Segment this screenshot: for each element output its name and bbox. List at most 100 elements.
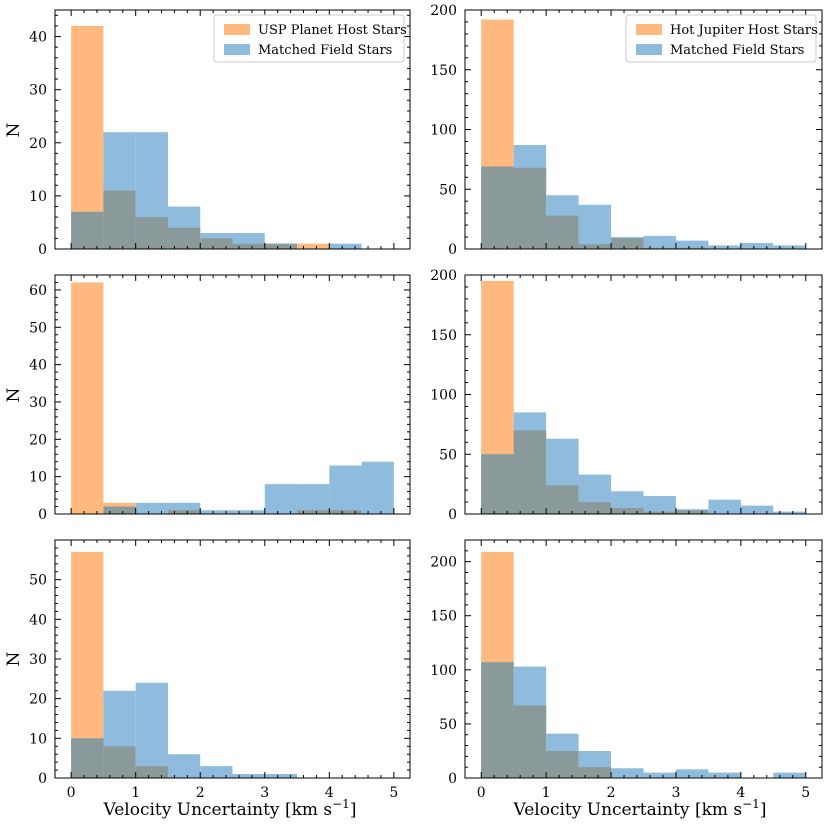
legend-label-field: Matched Field Stars [670, 43, 804, 58]
y-tick-label-150: 150 [430, 63, 457, 79]
bar-overlap-0.5-1 [513, 705, 547, 778]
bar-field-3.5-4 [708, 772, 741, 778]
bar-field-4.5-5 [361, 461, 394, 514]
bar-field-3-3.5 [675, 769, 709, 778]
bar-overlap-0.5-1 [513, 430, 547, 514]
bar-field-1-1.5 [135, 502, 168, 514]
bar-field-2-2.5 [200, 510, 233, 514]
bar-overlap-2.5-3 [643, 511, 676, 514]
bar-overlap-2-2.5 [611, 508, 644, 514]
x-axis-label-left-sup: −1 [332, 797, 350, 811]
y-tick-label-200: 200 [430, 268, 457, 284]
x-tick-label-0: 0 [477, 785, 486, 801]
y-tick-label-150: 150 [430, 609, 457, 625]
bar-field-2.5-3 [643, 772, 676, 778]
x-tick-label-2: 2 [607, 785, 616, 801]
bar-field-1.5-2 [167, 754, 201, 778]
bar-overlap-0.5-1 [103, 190, 136, 249]
bar-field-1.5-2 [578, 204, 612, 249]
y-tick-label-50: 50 [439, 182, 457, 198]
bar-field-4-4.5 [329, 465, 362, 514]
bar-field-1.5-2 [167, 502, 201, 514]
y-tick-label-200: 200 [430, 555, 457, 571]
bar-host-0-0.5 [71, 282, 104, 514]
bar-host-3.5-4 [297, 243, 330, 249]
bar-overlap-3.5-4 [297, 510, 330, 514]
x-axis-label-left-text: Velocity Uncertainty [km s [103, 800, 333, 820]
bar-overlap-0.5-1 [513, 167, 547, 249]
bar-field-3-3.5 [264, 484, 298, 514]
x-axis-label-right-sup: −1 [742, 797, 760, 811]
y-tick-label-0: 0 [448, 507, 457, 523]
panel-bottom-right: 0 50 100 150 200 0 1 2 3 4 5 [430, 539, 823, 801]
bar-overlap-0-0.5 [481, 166, 514, 249]
bar-field-4-4.5 [740, 243, 774, 249]
bar-overlap-1-1.5 [546, 485, 579, 514]
bar-overlap-2-2.5 [200, 238, 233, 249]
bar-field-4.5-5 [773, 511, 806, 514]
bar-field-3.5-4 [297, 484, 330, 514]
x-tick-label-5: 5 [389, 785, 398, 801]
x-tick-label-4: 4 [325, 785, 334, 801]
panel-middle-left: 0 10 20 30 40 50 60 [29, 274, 411, 523]
bar-field-2-2.5 [200, 766, 233, 778]
bar-overlap-1.5-2 [578, 767, 612, 778]
y-tick-label-20: 20 [29, 136, 47, 152]
x-tick-label-1: 1 [542, 785, 551, 801]
bar-overlap-2-2.5 [611, 238, 644, 249]
y-tick-label-20: 20 [29, 692, 47, 708]
x-axis-label-right: Velocity Uncertainty [km s−1] [513, 797, 767, 820]
legend-swatch-field [636, 44, 662, 55]
bar-overlap-0.5-1 [103, 746, 136, 778]
bar-field-4-4.5 [740, 505, 774, 514]
x-tick-label-1: 1 [131, 785, 140, 801]
legend-box [625, 14, 817, 63]
y-tick-label-40: 40 [29, 612, 47, 628]
bar-overlap-2.5-3 [643, 247, 676, 249]
bar-overlap-2.5-3 [232, 243, 265, 249]
y-tick-label-10: 10 [29, 731, 47, 747]
bar-overlap-1-1.5 [546, 750, 579, 778]
legend-box [213, 14, 405, 63]
x-axis-label-right-text: Velocity Uncertainty [km s [513, 800, 743, 820]
legend-label-host: Hot Jupiter Host Stars [670, 23, 818, 38]
bar-field-2.5-3 [643, 235, 676, 249]
x-axis-label-left-end: ] [350, 800, 357, 820]
bar-overlap-3-3.5 [264, 243, 298, 249]
y-tick-label-200: 200 [430, 3, 457, 19]
bar-overlap-0.5-1 [103, 506, 136, 514]
bar-field-4.5-5 [773, 245, 806, 249]
y-tick-label-40: 40 [29, 30, 47, 46]
x-axis-label-right-end: ] [760, 800, 767, 820]
bar-overlap-1.5-2 [167, 510, 201, 514]
y-tick-label-10: 10 [29, 189, 47, 205]
y-tick-label-30: 30 [29, 83, 47, 99]
bar-field-2.5-3 [232, 774, 265, 778]
x-tick-label-4: 4 [736, 785, 745, 801]
bar-field-3.5-4 [708, 499, 741, 514]
y-tick-label-0: 0 [448, 771, 457, 787]
y-tick-label-50: 50 [29, 573, 47, 589]
x-tick-label-5: 5 [801, 785, 810, 801]
bar-field-3.5-4 [708, 245, 741, 249]
bar-field-3-3.5 [675, 240, 709, 249]
legend-swatch-host [224, 24, 250, 35]
bar-field-2-2.5 [611, 768, 644, 778]
bar-field-2.5-3 [643, 496, 676, 514]
y-tick-label-50: 50 [439, 447, 457, 463]
y-tick-label-0: 0 [38, 507, 47, 523]
x-tick-label-2: 2 [196, 785, 205, 801]
y-tick-label-20: 20 [29, 432, 47, 448]
bar-overlap-1-1.5 [135, 766, 168, 778]
y-tick-label-60: 60 [29, 283, 47, 299]
x-tick-label-3: 3 [671, 785, 680, 801]
legend-label-host: USP Planet Host Stars [258, 23, 407, 38]
bar-field-3-3.5 [264, 774, 298, 778]
bar-overlap-4-4.5 [329, 510, 362, 514]
legend-label-field: Matched Field Stars [258, 43, 392, 58]
bar-overlap-0-0.5 [481, 454, 514, 514]
y-axis-label-bottom: N [4, 651, 24, 666]
bar-field-4-4.5 [329, 243, 362, 249]
legend: Hot Jupiter Host Stars Matched Field Star… [625, 14, 818, 63]
